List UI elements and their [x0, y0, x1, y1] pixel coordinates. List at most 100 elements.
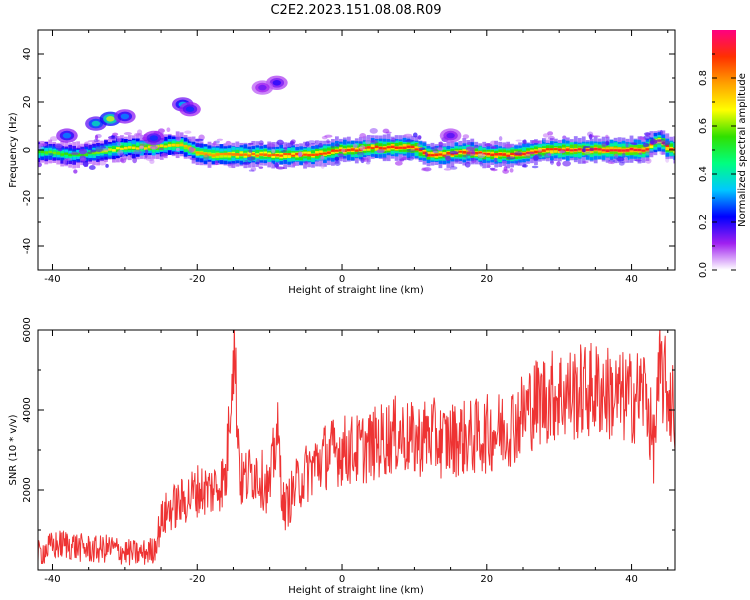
spectrogram-speck — [315, 160, 322, 165]
x-tick-label: 20 — [480, 574, 493, 585]
spectrogram-speck — [405, 139, 414, 143]
snr-y-ticks: 2000 4000 6000 — [22, 317, 675, 531]
spectrogram-cell — [112, 149, 116, 152]
spectrogram-speck — [292, 161, 297, 167]
spectrogram-cell — [40, 150, 45, 156]
spectrogram-speck — [484, 143, 492, 147]
spectrogram-cell — [64, 152, 69, 158]
spectrogram-speck — [582, 147, 586, 153]
spectrogram-speck — [616, 156, 625, 162]
spectrogram-speck — [112, 132, 119, 136]
spectrogram-speck — [227, 162, 233, 168]
spectrogram-speck — [547, 131, 554, 136]
spectrogram-speck — [280, 150, 287, 153]
spectrogram-speck — [582, 160, 589, 164]
spectrogram-speck — [130, 153, 135, 158]
spectrogram-speck — [613, 153, 619, 158]
spectrogram-speck — [406, 156, 415, 161]
spectrogram-speck — [359, 133, 367, 139]
spectrogram-cell — [601, 149, 606, 152]
spectrogram-cell — [374, 145, 379, 151]
spectrogram-speck — [116, 142, 122, 147]
spectrogram-speck — [77, 145, 82, 150]
spectrogram-speck — [406, 148, 416, 152]
spectrogram-speck — [285, 143, 294, 148]
spectrogram-cell — [569, 149, 574, 152]
spectrogram-speck — [64, 158, 72, 161]
spectrogram-cell — [386, 146, 391, 149]
spectrogram-y-label: Frequency (Hz) — [8, 112, 19, 188]
spectrogram-speck — [432, 150, 439, 154]
spectrogram-speck — [489, 167, 496, 170]
spectrogram-blob — [272, 80, 282, 86]
spectrogram-speck — [618, 161, 625, 166]
x-tick-label: 20 — [480, 274, 493, 285]
spectrogram-speck — [145, 156, 155, 162]
spectrogram-cell — [219, 152, 224, 156]
spectrogram-cell — [112, 146, 116, 152]
spectrogram-y-ticks: -40 -20 0 20 40 — [22, 29, 675, 271]
spectrogram-cell — [378, 146, 383, 150]
spectrogram-speck — [38, 143, 44, 150]
spectrogram-speck — [274, 162, 279, 168]
spectrogram-speck — [188, 137, 193, 142]
spectrogram-speck — [473, 145, 479, 149]
spectrogram-cell — [605, 149, 610, 153]
spectrogram-cell — [526, 151, 530, 154]
spectrogram-speck — [256, 158, 261, 165]
spectrogram-speck — [79, 157, 87, 162]
spectrogram-cell — [438, 153, 443, 156]
spectrogram-speck — [649, 138, 658, 145]
spectrogram-speck — [250, 166, 257, 172]
spectrogram-speck — [498, 136, 503, 141]
spectrogram-cell — [434, 153, 439, 157]
spectrogram-speck — [365, 161, 371, 165]
spectrogram-cell — [577, 148, 582, 151]
spectrogram-speck — [390, 137, 397, 143]
spectrogram-cell — [267, 154, 272, 157]
snr-series-line — [38, 330, 675, 566]
spectrogram-cell — [482, 152, 487, 155]
spectrogram-speck — [359, 145, 366, 151]
spectrogram-cell — [167, 144, 172, 147]
spectrogram-speck — [522, 139, 527, 145]
spectrogram-blob — [91, 120, 101, 127]
spectrogram-cell — [617, 149, 622, 152]
spectrogram-speck — [173, 151, 179, 155]
spectrogram-cell — [665, 144, 670, 148]
spectrogram-cell — [38, 150, 41, 154]
spectrogram-speck — [258, 166, 264, 169]
spectrogram-speck — [584, 154, 588, 157]
spectrogram-speck — [203, 154, 210, 161]
spectrogram-cell — [366, 146, 371, 149]
spectrogram-speck — [194, 143, 203, 147]
spectrogram-speck — [479, 161, 483, 167]
figure-title: C2E2.2023.151.08.08.R09 — [270, 3, 441, 18]
spectrogram-cell — [502, 153, 507, 156]
spectrogram-speck — [515, 139, 522, 142]
spectrogram-cell — [530, 151, 534, 154]
spectrogram-speck — [645, 158, 652, 164]
x-tick-label: 0 — [339, 574, 345, 585]
spectrogram-speck — [266, 143, 276, 149]
spectrogram-cell — [315, 153, 319, 156]
spectrogram-cell — [311, 153, 315, 157]
spectrogram-cell — [673, 148, 675, 151]
spectrogram-cell — [410, 145, 415, 149]
spectrogram-cell — [641, 149, 646, 152]
spectrogram-cell — [510, 152, 514, 156]
spectrogram-cell — [557, 148, 562, 152]
spectrogram-speck — [324, 134, 333, 138]
spectrogram-speck — [271, 148, 276, 154]
spectrogram-cell — [84, 153, 88, 157]
y-tick-label: -40 — [22, 238, 33, 254]
spectrogram-speck — [337, 153, 344, 157]
spectrogram-cell — [207, 153, 212, 156]
spectrogram-speck — [582, 145, 591, 149]
spectrogram-cell — [307, 151, 311, 157]
spectrogram-cell — [370, 147, 375, 150]
spectrogram-cell — [414, 148, 419, 151]
spectrogram-speck — [320, 155, 325, 159]
spectrogram-cell — [327, 151, 331, 154]
spectrogram-cell — [374, 145, 379, 149]
